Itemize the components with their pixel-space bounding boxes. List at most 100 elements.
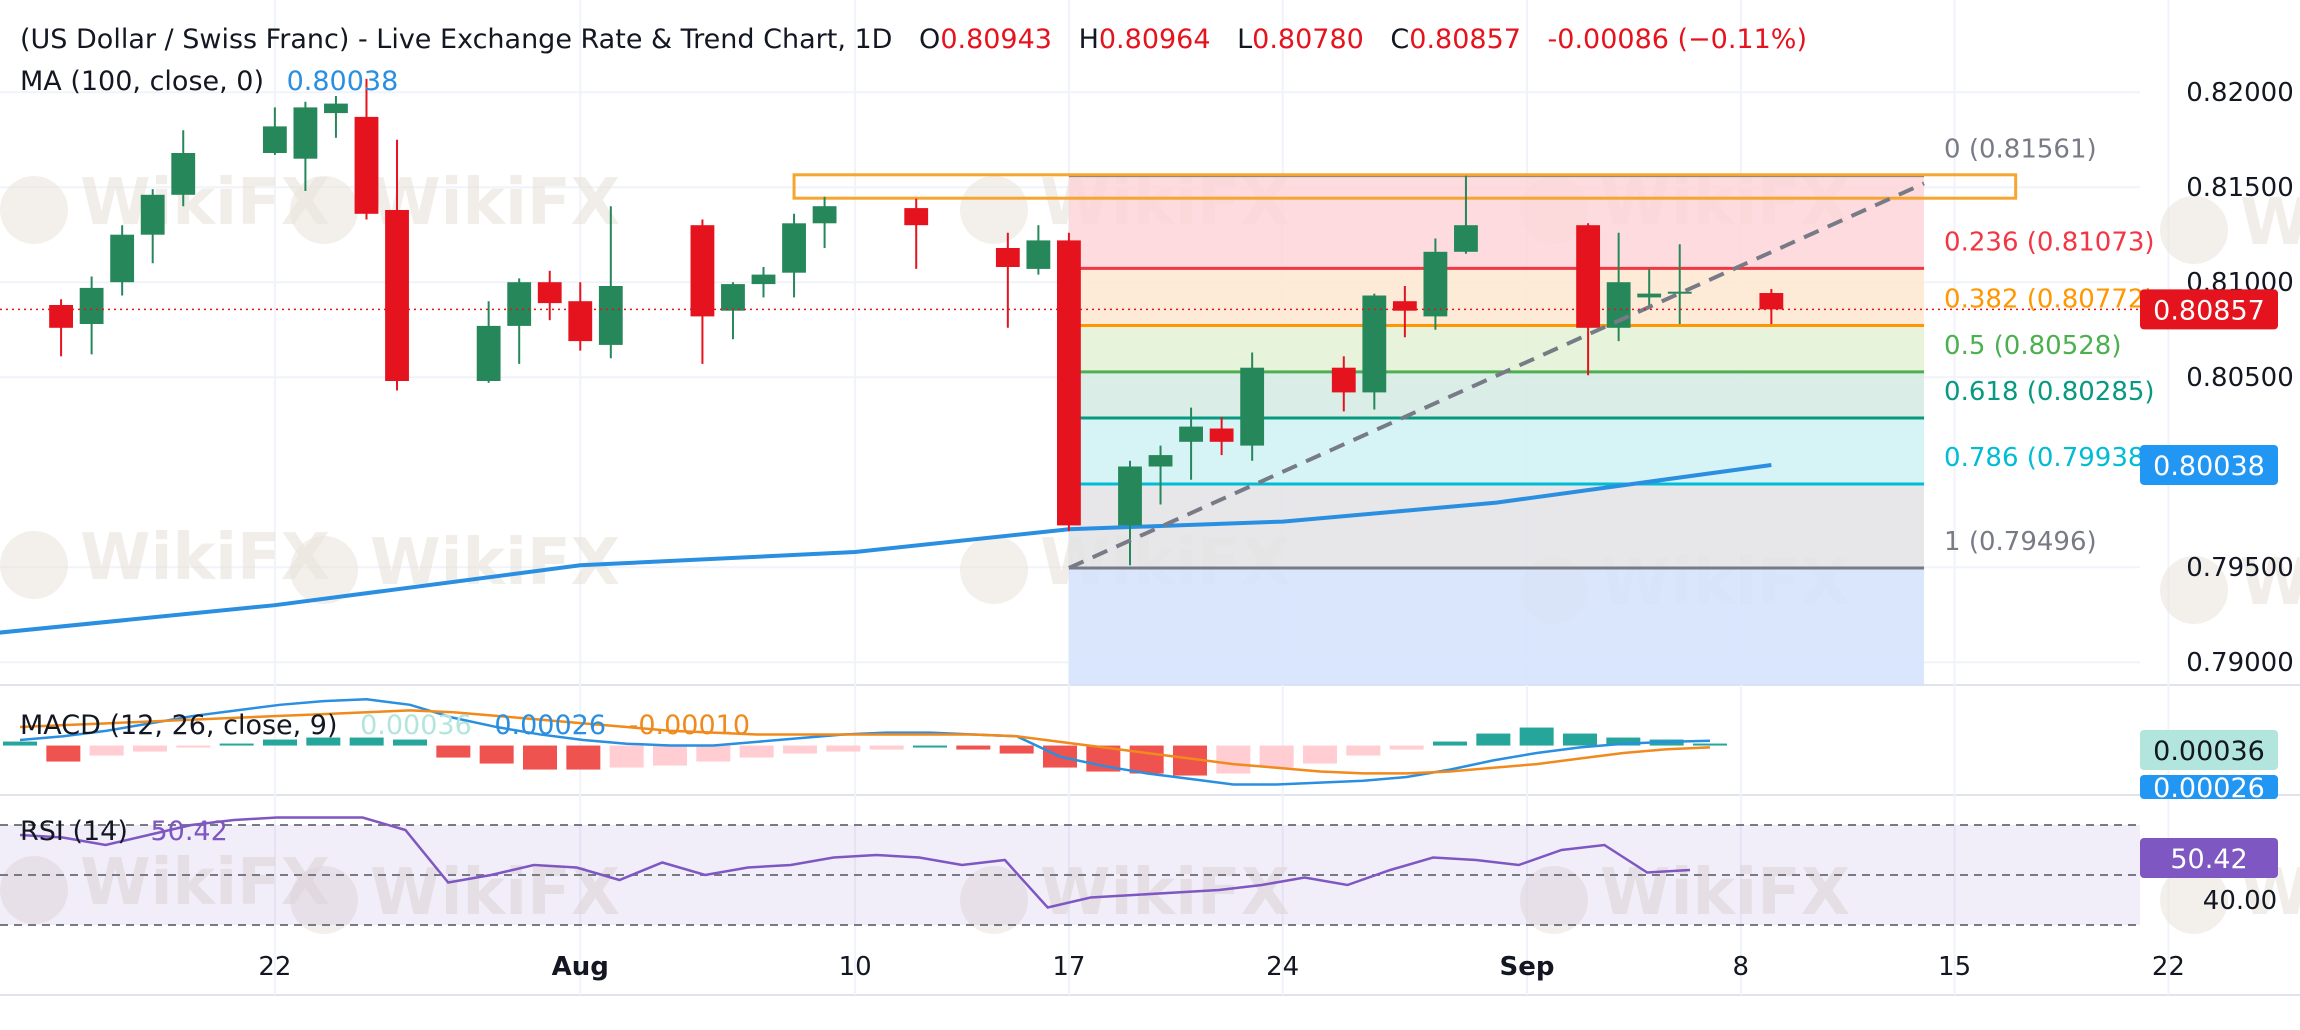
change-value: -0.00086 (−0.11%) bbox=[1548, 24, 1807, 55]
high-value: 0.80964 bbox=[1099, 24, 1211, 55]
x-tick-label: 24 bbox=[1266, 952, 1299, 982]
resistance-box[interactable] bbox=[792, 173, 2018, 200]
rsi-value-badge-text: 50.42 bbox=[2170, 844, 2247, 875]
macd-legend: MACD (12, 26, close, 9) 0.00036 0.00026 … bbox=[20, 710, 750, 741]
candle-down bbox=[1392, 286, 1417, 338]
candle-up bbox=[507, 278, 532, 364]
fibonacci-retracement[interactable] bbox=[1068, 174, 1925, 685]
x-tick-label: 10 bbox=[839, 952, 872, 982]
chart-title: (US Dollar / Swiss Franc) - Live Exchang… bbox=[20, 24, 892, 55]
y-tick-label: 0.79500 bbox=[2186, 553, 2294, 583]
candle-body bbox=[1026, 240, 1051, 269]
macd-histogram-bar bbox=[1389, 745, 1424, 750]
trend-line[interactable] bbox=[0, 181, 2140, 570]
dashed-trend-line[interactable] bbox=[1068, 181, 1925, 570]
x-tick-label: 22 bbox=[2152, 952, 2185, 982]
candle-body bbox=[721, 284, 745, 311]
fib-level-label: 0.618 (0.80285) bbox=[1944, 377, 2155, 407]
resistance-zone[interactable] bbox=[792, 173, 2018, 200]
candle-body bbox=[995, 248, 1020, 267]
x-tick-label: 22 bbox=[258, 952, 291, 982]
candle-up bbox=[110, 225, 135, 296]
candle-body bbox=[324, 103, 348, 114]
macd-histogram-bar bbox=[89, 745, 124, 756]
candle-body bbox=[1179, 426, 1203, 442]
macd-histogram-bar bbox=[393, 739, 427, 746]
candle-up bbox=[140, 189, 165, 264]
macd-line-badge: 0.00026 bbox=[2140, 773, 2278, 804]
candle-body bbox=[1362, 295, 1387, 393]
candle-body bbox=[1576, 225, 1601, 328]
open-label: O bbox=[919, 24, 940, 55]
candle-body bbox=[110, 234, 135, 283]
watermark-logo-icon bbox=[1520, 866, 1588, 934]
macd-histogram-bar bbox=[999, 745, 1034, 754]
candle-body bbox=[262, 126, 287, 153]
macd-histogram-bar bbox=[1519, 727, 1554, 746]
candle-body bbox=[140, 194, 165, 235]
macd-histogram-bar bbox=[609, 745, 644, 768]
candle-body bbox=[812, 206, 837, 224]
x-tick-label: 15 bbox=[1938, 952, 1971, 982]
watermark-logo-icon bbox=[0, 531, 68, 599]
watermark: WikiFX bbox=[0, 846, 330, 924]
last-price-badge: 0.80857 bbox=[2140, 289, 2278, 330]
macd-histogram-bar bbox=[306, 737, 341, 746]
rsi-legend-label: RSI (14) bbox=[20, 816, 128, 847]
watermark-layer: WikiFX WikiFX WikiFX WikiFX WikiFX WikiFX Wiki… bbox=[0, 166, 2300, 934]
fib-zone bbox=[1068, 175, 1925, 269]
watermark-logo-icon bbox=[960, 536, 1028, 604]
macd-histogram-bar bbox=[696, 745, 731, 762]
candle-body bbox=[1392, 301, 1417, 311]
candlestick-series bbox=[49, 78, 1784, 566]
fib-level-label: 0.236 (0.81073) bbox=[1944, 227, 2155, 257]
candle-body bbox=[507, 282, 532, 326]
x-tick-label: Aug bbox=[552, 952, 609, 982]
candle-body bbox=[568, 301, 593, 342]
moving-average-line bbox=[0, 462, 1772, 638]
candle-down bbox=[354, 78, 379, 220]
macd-histogram-bar bbox=[46, 745, 81, 762]
candle-down bbox=[1057, 232, 1081, 532]
watermark-logo-icon bbox=[0, 176, 68, 244]
candle-down bbox=[904, 198, 929, 269]
rsi-axis-label: 40.00 bbox=[2203, 886, 2277, 916]
watermark: WikiFX bbox=[2160, 186, 2300, 264]
watermark-logo-icon bbox=[2160, 196, 2228, 264]
fib-zone bbox=[1068, 325, 1925, 372]
macd-histogram-bar bbox=[219, 743, 254, 746]
candle-body bbox=[476, 325, 501, 381]
low-label: L bbox=[1237, 24, 1252, 55]
candle-body bbox=[904, 208, 929, 226]
y-tick-label: 0.81500 bbox=[2186, 173, 2294, 203]
candle-body bbox=[354, 116, 379, 214]
ma-value-badge-text: 0.80038 bbox=[2153, 451, 2265, 482]
macd-histogram-bar bbox=[3, 741, 37, 746]
watermark-logo-icon bbox=[960, 176, 1028, 244]
macd-histogram-bar bbox=[349, 737, 384, 746]
candle-body bbox=[1118, 466, 1142, 526]
candle-up bbox=[1148, 445, 1173, 505]
candle-up bbox=[1118, 460, 1142, 566]
candle-body bbox=[79, 287, 104, 324]
candle-body bbox=[49, 305, 73, 328]
candle-up bbox=[1362, 293, 1387, 410]
candle-body bbox=[171, 153, 196, 195]
macd-hist-badge-bg bbox=[2140, 730, 2278, 770]
candle-down bbox=[690, 219, 715, 364]
macd-histogram-bar bbox=[653, 745, 687, 766]
macd-histogram-bar bbox=[523, 745, 557, 770]
watermark-logo-icon bbox=[960, 866, 1028, 934]
macd-pane bbox=[3, 698, 1727, 786]
macd-histogram-bar bbox=[436, 745, 471, 758]
ma-value-badge: 0.80038 bbox=[2140, 444, 2278, 485]
watermark-logo-icon bbox=[290, 536, 358, 604]
candle-body bbox=[1637, 293, 1662, 298]
watermark: WikiFX bbox=[1520, 856, 1850, 934]
rsi-value-badge-bg bbox=[2140, 838, 2278, 878]
candle-down bbox=[1331, 356, 1356, 412]
close-label: C bbox=[1390, 24, 1409, 55]
macd-histogram-bar bbox=[566, 745, 601, 770]
macd-hist-badge: 0.00036 bbox=[2140, 730, 2278, 770]
